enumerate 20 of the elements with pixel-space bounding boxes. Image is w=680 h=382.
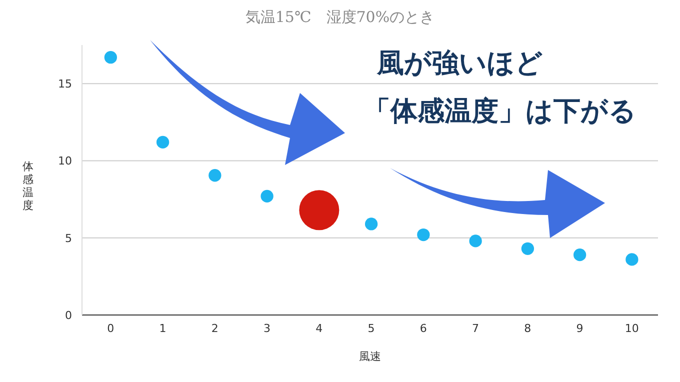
annotation: 風が強いほど [376, 48, 543, 79]
x-tick-label: 6 [420, 322, 427, 335]
y-tick-label: 5 [65, 232, 72, 245]
x-tick-label: 4 [316, 322, 323, 335]
y-tick-label: 15 [58, 78, 72, 91]
x-tick-label: 9 [576, 322, 584, 335]
x-tick-label: 10 [624, 322, 639, 335]
y-tick-label: 10 [58, 154, 72, 168]
x-axis-title: 風速 [359, 350, 381, 363]
annotation: 「体感温度」は下がる [364, 96, 636, 127]
y-tick-label: 0 [65, 309, 72, 322]
x-tick-label: 7 [472, 322, 480, 335]
x-tick-label: 0 [107, 322, 114, 335]
x-tick-label: 3 [264, 322, 271, 335]
chart-title: 気温15℃ 湿度70%のとき [245, 8, 435, 26]
x-tick-label: 5 [368, 322, 375, 335]
x-tick-label: 8 [524, 322, 532, 335]
y-axis-title: 体感温度 [22, 160, 34, 212]
x-tick-label: 1 [159, 322, 166, 335]
x-tick-label: 2 [211, 322, 218, 335]
